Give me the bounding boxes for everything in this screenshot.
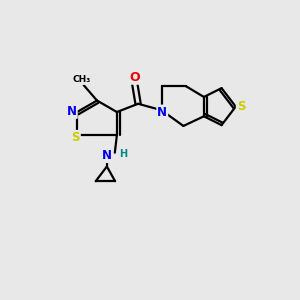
Text: N: N — [157, 106, 167, 118]
Text: O: O — [129, 71, 140, 84]
Text: CH₃: CH₃ — [72, 75, 91, 84]
Text: N: N — [67, 105, 77, 118]
Text: S: S — [237, 100, 245, 113]
Text: H: H — [120, 148, 128, 158]
Text: S: S — [71, 131, 80, 144]
Text: N: N — [102, 149, 112, 162]
